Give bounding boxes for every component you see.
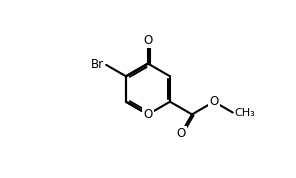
Text: O: O (143, 108, 153, 121)
Text: Br: Br (91, 58, 104, 71)
Text: CH₃: CH₃ (234, 108, 255, 117)
Text: O: O (177, 127, 186, 140)
Text: O: O (209, 95, 219, 108)
Text: O: O (143, 34, 153, 47)
